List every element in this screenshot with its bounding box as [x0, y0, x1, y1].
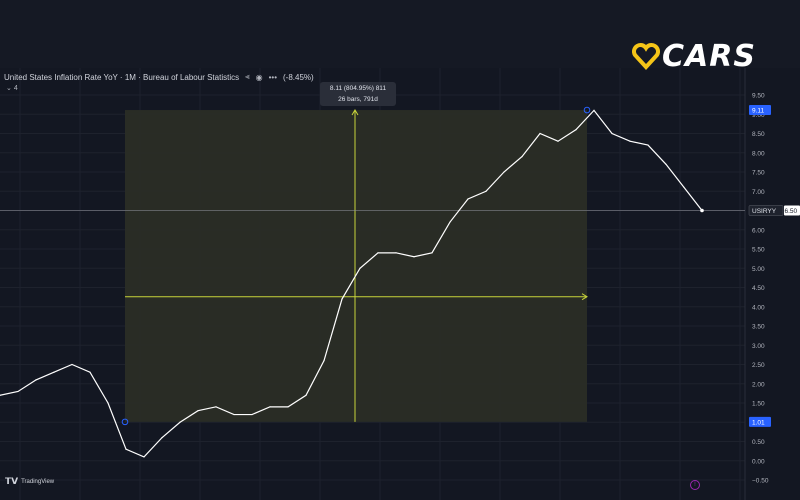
data-point [503, 171, 505, 173]
source-icon[interactable]: ⫷ [245, 72, 250, 81]
top-band [0, 0, 800, 68]
high-value-badge: 9.11 [752, 108, 765, 115]
y-tick-label: 3.00 [752, 343, 765, 350]
arrow-head-right [581, 293, 588, 301]
data-point [377, 252, 379, 254]
data-point [179, 421, 181, 423]
chart-title-bar[interactable]: United States Inflation Rate YoY · 1M · … [4, 70, 314, 84]
y-tick-label: 4.50 [752, 285, 765, 292]
y-tick-label: 9.50 [752, 93, 765, 100]
measure-line-2: 26 bars, 791d [338, 96, 378, 103]
logo-text: CARS [662, 38, 756, 74]
alert-icon[interactable]: ! [690, 480, 700, 490]
data-point [395, 252, 397, 254]
tradingview-logo[interactable]: 𝗧𝗩 TradingView [5, 476, 54, 487]
data-point [557, 140, 559, 142]
data-point [53, 371, 55, 373]
y-tick-label: 5.00 [752, 266, 765, 273]
more-icon[interactable]: ••• [268, 72, 278, 82]
measure-tooltip: 8.11 (804.95%) 811 26 bars, 791d [320, 82, 396, 106]
series-line [0, 109, 703, 458]
data-point [467, 198, 469, 200]
data-point [287, 406, 289, 408]
y-tick-label: 0.00 [752, 458, 765, 465]
measure-highlight-box [125, 110, 587, 422]
data-point [125, 448, 127, 450]
data-point [413, 256, 415, 258]
data-point [665, 163, 667, 165]
data-point [323, 360, 325, 362]
y-tick-label: 1.50 [752, 401, 765, 408]
data-point [35, 379, 37, 381]
data-point [89, 371, 91, 373]
data-point [611, 132, 613, 135]
data-point [431, 252, 433, 254]
collapse-count: 4 [13, 85, 18, 92]
data-point [305, 394, 307, 396]
y-tick-label: −0.50 [752, 478, 769, 485]
data-point [197, 410, 199, 412]
data-point [143, 456, 145, 458]
data-point [107, 402, 109, 404]
data-point [233, 413, 235, 416]
data-point [17, 390, 19, 393]
y-tick-label: 5.50 [752, 247, 765, 254]
data-point [539, 132, 541, 135]
current-value-badge: 6.50 [785, 208, 798, 215]
y-tick-label: 7.50 [752, 170, 765, 177]
tradingview-icon: 𝗧𝗩 [5, 476, 19, 486]
high-value-badge-bg [749, 105, 771, 116]
y-tick-label: 0.50 [752, 439, 765, 446]
measure-start-marker [121, 418, 129, 426]
data-point [593, 109, 595, 111]
change-value: (-8.45%) [283, 72, 314, 82]
heart-logo-icon [632, 43, 660, 70]
measure-end-marker [583, 106, 591, 114]
data-point [0, 394, 1, 396]
data-point [161, 437, 163, 439]
data-point [575, 129, 577, 131]
collapse-toggle[interactable]: ⌄ 4 [6, 85, 18, 92]
data-point [251, 413, 253, 416]
y-tick-label: 6.00 [752, 227, 765, 234]
chart-title: United States Inflation Rate YoY · 1M · … [4, 72, 240, 82]
symbol-badge-bg [748, 205, 784, 216]
current-value-badge-bg [784, 205, 800, 216]
data-point [269, 406, 271, 408]
low-value-badge: 1.01 [752, 419, 765, 426]
arrow-head-up [351, 109, 359, 116]
tradingview-brand: TradingView [21, 478, 55, 485]
low-value-badge-bg [749, 416, 771, 427]
data-point [629, 140, 631, 142]
last-point-marker [700, 208, 704, 213]
cars-logo: CARS [632, 38, 756, 74]
data-point [341, 298, 343, 300]
eye-icon[interactable]: ◉ [255, 72, 263, 82]
data-point [215, 406, 217, 408]
measure-line-1: 8.11 (804.95%) 811 [329, 85, 387, 92]
data-point [71, 363, 73, 366]
y-tick-label: 7.00 [752, 189, 765, 196]
data-point [521, 156, 523, 158]
y-tick-label: 3.50 [752, 324, 765, 331]
data-point [359, 267, 361, 269]
data-point [683, 186, 685, 188]
data-point [485, 190, 487, 192]
y-tick-label: 8.00 [752, 150, 765, 157]
data-point [647, 144, 649, 146]
y-tick-label: 8.50 [752, 131, 765, 138]
y-tick-label: 2.00 [752, 381, 765, 388]
data-point [449, 221, 451, 223]
y-tick-label: 4.00 [752, 304, 765, 311]
y-tick-label: 2.50 [752, 362, 765, 369]
symbol-badge: USIRYY [752, 208, 777, 215]
y-tick-label: 9.00 [752, 112, 765, 119]
